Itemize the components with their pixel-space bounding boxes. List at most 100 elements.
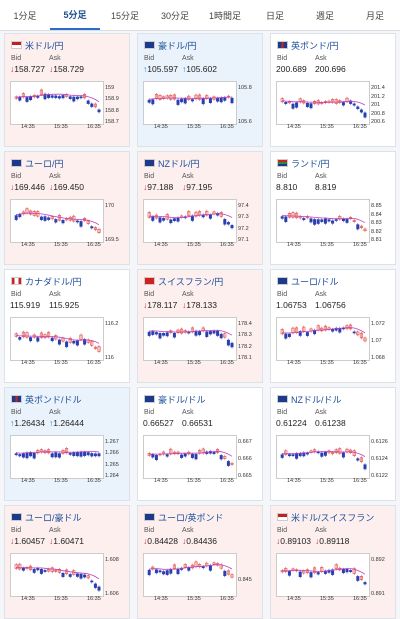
pair-title[interactable]: ユーロ/ドル: [277, 275, 339, 287]
us-flag-icon: [11, 41, 22, 49]
y-axis: 97.4 97.3 97.2 97.1: [238, 199, 262, 243]
tab-0[interactable]: 1分足: [13, 10, 37, 21]
price-chart[interactable]: [10, 553, 104, 597]
rate-card[interactable]: NZドル/ドル Bid Ask 0.61224 0.61238 0.6126 0.6124 0…: [270, 387, 396, 501]
price-chart[interactable]: [143, 435, 237, 479]
rate-card[interactable]: ユーロ/豪ドル Bid Ask ↓1.60457 ↓1.60471 1.608 1.606 1…: [4, 505, 130, 619]
bid-label: Bid: [11, 173, 22, 180]
pair-name: 英ポンド/円: [291, 40, 339, 51]
bid-label: Bid: [277, 409, 288, 416]
price-chart[interactable]: [143, 81, 237, 125]
ask-label: Ask: [315, 527, 327, 534]
tab-2[interactable]: 15分足: [110, 10, 139, 21]
y-axis: 0.892 0.891: [371, 553, 395, 597]
rate-card[interactable]: 英ポンド/円 Bid Ask 200.689 200.696 201.4 201.2 201 2…: [270, 33, 396, 147]
x-tick-label: 15:35: [320, 478, 334, 484]
pair-title[interactable]: 英ポンド/ドル: [11, 393, 82, 405]
y-tick-label: 200.8: [371, 110, 385, 117]
price-chart[interactable]: [143, 199, 237, 243]
candlestick-chart: [147, 560, 234, 579]
arrow-down-icon: ↓: [10, 64, 15, 74]
pair-name: ユーロ/豪ドル: [25, 512, 82, 523]
pair-title[interactable]: ユーロ/英ポンド: [144, 511, 224, 523]
rate-card[interactable]: カナダドル/円 Bid Ask 115.919 115.925 116.2 116 14:35…: [4, 269, 130, 383]
price-chart[interactable]: [10, 81, 104, 125]
moving-average-line: [282, 568, 366, 575]
y-tick-label: 178.3: [238, 332, 252, 339]
price-chart[interactable]: [143, 553, 237, 597]
price-chart[interactable]: [276, 199, 370, 243]
price-chart[interactable]: [143, 317, 237, 361]
rate-card[interactable]: ユーロ/円 Bid Ask ↓169.446 ↓169.450 170 169.5 14:35…: [4, 151, 130, 265]
tab-4[interactable]: 1時間足: [208, 10, 241, 21]
rate-card[interactable]: 米ドル/スイスフラン Bid Ask ↓0.89103 ↓0.89118 0.892 0.8…: [270, 505, 396, 619]
ask-label: Ask: [182, 291, 194, 298]
pair-title[interactable]: NZドル/ドル: [277, 393, 342, 405]
bid-value: 169.446: [14, 182, 45, 192]
tab-1[interactable]: 5分足: [50, 0, 100, 30]
pair-title[interactable]: 豪ドル/円: [144, 39, 197, 51]
x-tick-label: 15:35: [54, 360, 68, 366]
rate-card[interactable]: ユーロ/ドル Bid Ask 1.06753 1.06756 1.072 1.07 1.068…: [270, 269, 396, 383]
pair-title[interactable]: スイスフラン/円: [144, 275, 223, 287]
rate-card[interactable]: 豪ドル/円 Bid Ask ↑105.597 ↑105.602 105.8 105.6 14:…: [137, 33, 263, 147]
price-chart[interactable]: [10, 435, 104, 479]
x-tick-label: 16:35: [353, 478, 367, 484]
pair-title[interactable]: カナダドル/円: [11, 275, 82, 287]
ask-price: ↑105.602: [182, 64, 217, 74]
tab-6[interactable]: 週足: [315, 10, 334, 21]
pair-title[interactable]: ユーロ/円: [11, 157, 64, 169]
y-axis: 159 158.9 158.8 158.7: [105, 81, 129, 125]
pair-title[interactable]: 米ドル/円: [11, 39, 64, 51]
moving-average-line: [282, 450, 366, 457]
candlestick-chart: [14, 88, 101, 114]
pair-name: ユーロ/ドル: [291, 276, 339, 287]
bid-label: Bid: [144, 173, 155, 180]
rate-card[interactable]: 米ドル/円 Bid Ask ↓158.727 ↓158.729 159 158.9 158.8…: [4, 33, 130, 147]
rate-card[interactable]: NZドル/円 Bid Ask ↓97.188 ↓97.195 97.4 97.3 97.2 97…: [137, 151, 263, 265]
x-tick-label: 14:35: [287, 478, 301, 484]
ask-label: Ask: [315, 291, 327, 298]
price-chart[interactable]: [276, 435, 370, 479]
x-tick-label: 16:35: [87, 478, 101, 484]
bid-label: Bid: [11, 291, 22, 298]
y-tick-label: 1.07: [371, 338, 382, 344]
pair-title[interactable]: ユーロ/豪ドル: [11, 511, 82, 523]
y-tick-label: 8.82: [371, 228, 382, 235]
ask-value: 105.602: [186, 64, 217, 74]
price-chart[interactable]: [10, 199, 104, 243]
price-chart[interactable]: [10, 317, 104, 361]
y-tick-label: 0.891: [371, 591, 385, 597]
rate-card[interactable]: 英ポンド/ドル Bid Ask ↑1.26434 ↑1.26444 1.267 1.266 1…: [4, 387, 130, 501]
rate-card[interactable]: スイスフラン/円 Bid Ask ↓178.117 ↓178.133 178.4 178.3…: [137, 269, 263, 383]
tab-3[interactable]: 30分足: [160, 10, 189, 21]
tab-5[interactable]: 日足: [265, 10, 284, 21]
pair-title[interactable]: 英ポンド/円: [277, 39, 339, 51]
y-tick-label: 97.1: [238, 237, 249, 243]
bid-price: ↑1.26434: [10, 418, 45, 428]
bid-price: ↓97.188: [143, 182, 173, 192]
bid-label: Bid: [11, 409, 22, 416]
price-chart[interactable]: [276, 317, 370, 361]
pair-title[interactable]: 豪ドル/ドル: [144, 393, 206, 405]
pair-title[interactable]: NZドル/円: [144, 157, 200, 169]
bid-price: ↓0.89103: [276, 536, 311, 546]
bid-price: 0.66527: [143, 418, 174, 428]
price-chart[interactable]: [276, 81, 370, 125]
tab-7[interactable]: 月足: [365, 10, 384, 21]
ask-label: Ask: [182, 173, 194, 180]
uk-flag-icon: [277, 41, 288, 49]
y-tick-label: 169.5: [105, 237, 119, 243]
price-chart[interactable]: [276, 553, 370, 597]
pair-title[interactable]: 米ドル/スイスフラン: [277, 511, 374, 523]
ask-value: 200.696: [315, 64, 346, 74]
candlestick-chart: [147, 209, 234, 230]
pair-title[interactable]: ランド/円: [277, 157, 330, 169]
ask-label: Ask: [49, 409, 61, 416]
y-tick-label: 170: [105, 203, 115, 209]
y-tick-label: 97.4: [238, 203, 249, 209]
rate-card[interactable]: ランド/円 Bid Ask 8.810 8.819 8.85 8.84 8.83 8.82 8.8…: [270, 151, 396, 265]
ask-price: ↓0.84436: [182, 536, 217, 546]
rate-card[interactable]: 豪ドル/ドル Bid Ask 0.66527 0.66531 0.667 0.666 0.66…: [137, 387, 263, 501]
rate-card[interactable]: ユーロ/英ポンド Bid Ask ↓0.84428 ↓0.84436 0.845 14:35…: [137, 505, 263, 619]
